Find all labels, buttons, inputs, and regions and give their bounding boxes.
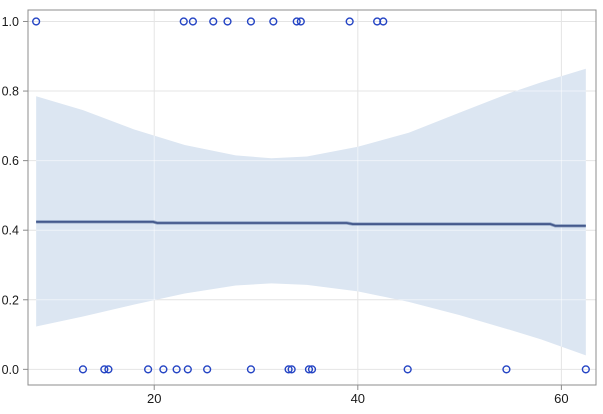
data-point bbox=[307, 365, 317, 374]
axis-ticks bbox=[23, 20, 562, 390]
data-point bbox=[223, 17, 232, 26]
y-tick-label: 0.0 bbox=[2, 363, 19, 377]
data-point bbox=[502, 365, 511, 374]
confidence-band bbox=[36, 68, 586, 356]
x-tick-label: 60 bbox=[554, 391, 568, 406]
data-point bbox=[209, 17, 218, 26]
data-point bbox=[287, 365, 296, 374]
data-point bbox=[284, 365, 293, 374]
data-point bbox=[32, 17, 41, 26]
data-point bbox=[159, 365, 168, 374]
data-point bbox=[304, 365, 314, 374]
data-point bbox=[269, 17, 278, 26]
data-point bbox=[379, 17, 388, 26]
data-point bbox=[246, 365, 256, 374]
observations-at-1 bbox=[32, 17, 388, 26]
y-tick-label: 0.2 bbox=[2, 293, 19, 307]
axis-labels: 20 40 60 1.0 0.8 0.6 0.4 0.2 0.0 bbox=[2, 15, 569, 406]
plot-frame bbox=[27, 9, 597, 386]
data-point bbox=[403, 365, 412, 374]
fit-line bbox=[36, 220, 586, 227]
y-tick-label: 0.6 bbox=[2, 154, 19, 168]
data-point bbox=[246, 17, 256, 26]
data-point bbox=[292, 17, 301, 26]
data-point bbox=[78, 365, 88, 374]
data-point bbox=[179, 17, 188, 26]
y-tick-label: 0.8 bbox=[2, 85, 19, 99]
data-point bbox=[345, 17, 354, 26]
data-point bbox=[296, 17, 305, 26]
x-tick-label: 20 bbox=[147, 391, 161, 406]
y-tick-label: 1.0 bbox=[2, 15, 19, 29]
data-point bbox=[183, 365, 192, 374]
data-point bbox=[188, 17, 198, 26]
x-tick-label: 40 bbox=[351, 391, 365, 406]
data-point bbox=[104, 365, 113, 374]
data-point bbox=[100, 365, 109, 374]
data-point bbox=[581, 365, 590, 374]
data-point bbox=[172, 365, 181, 374]
data-point bbox=[144, 365, 153, 374]
y-tick-label: 0.4 bbox=[2, 224, 19, 238]
data-point bbox=[203, 365, 212, 374]
observations-at-0 bbox=[78, 365, 590, 374]
